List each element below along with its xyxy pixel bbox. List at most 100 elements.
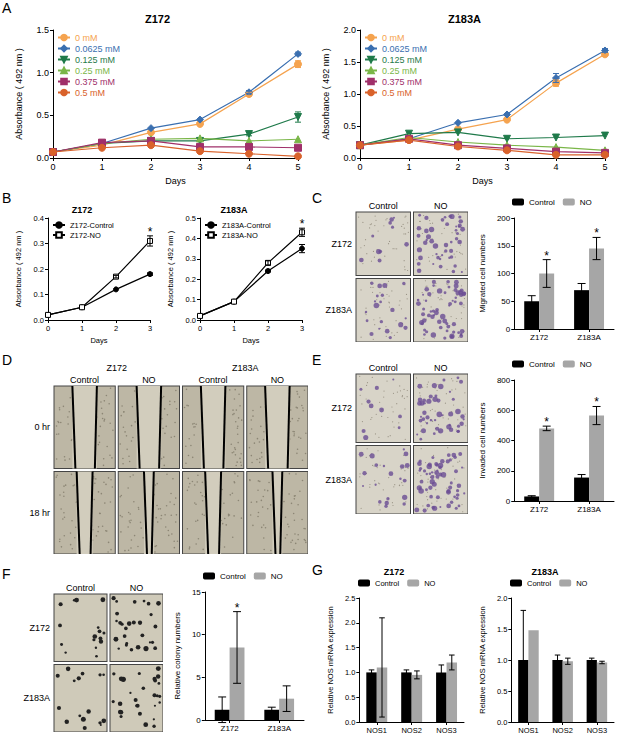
svg-text:Control: Control: [369, 363, 398, 373]
svg-text:NO: NO: [576, 579, 587, 588]
svg-text:150: 150: [497, 241, 511, 250]
svg-text:2: 2: [148, 162, 153, 172]
svg-text:Control: Control: [527, 579, 552, 588]
svg-text:200: 200: [497, 466, 511, 475]
svg-text:5: 5: [295, 162, 300, 172]
svg-text:0.25 mM: 0.25 mM: [382, 66, 417, 76]
svg-text:1: 1: [232, 324, 236, 333]
svg-text:*: *: [544, 415, 549, 429]
svg-text:Z172: Z172: [530, 505, 549, 514]
svg-text:0.0625 mM: 0.0625 mM: [75, 44, 120, 54]
svg-text:Z183A: Z183A: [220, 205, 248, 215]
svg-text:0.375 mM: 0.375 mM: [382, 77, 422, 87]
svg-text:400: 400: [497, 436, 511, 445]
svg-text:2: 2: [455, 162, 460, 172]
svg-text:2: 2: [266, 324, 270, 333]
svg-text:5: 5: [602, 162, 607, 172]
svg-text:*: *: [235, 601, 240, 615]
svg-text:NOS1: NOS1: [518, 726, 538, 735]
svg-text:1.0: 1.0: [343, 89, 356, 99]
svg-text:1.5: 1.5: [497, 625, 507, 634]
svg-text:NOS2: NOS2: [552, 726, 572, 735]
svg-text:NO: NO: [580, 198, 592, 207]
svg-text:15: 15: [192, 588, 201, 597]
svg-text:Z183A: Z183A: [577, 333, 601, 342]
svg-text:0.5 mM: 0.5 mM: [382, 88, 412, 98]
svg-text:0: 0: [198, 324, 202, 333]
svg-text:Z172: Z172: [331, 239, 352, 249]
svg-text:Z172: Z172: [145, 13, 170, 25]
svg-text:0.0: 0.0: [34, 316, 44, 325]
svg-text:Z172: Z172: [29, 623, 50, 633]
svg-text:NO: NO: [271, 572, 283, 581]
svg-text:Z183A: Z183A: [232, 363, 259, 373]
svg-text:NO: NO: [580, 360, 592, 369]
svg-text:10: 10: [192, 630, 201, 639]
svg-text:1.5: 1.5: [343, 57, 356, 67]
svg-text:0.4: 0.4: [34, 214, 44, 223]
svg-text:*: *: [544, 249, 549, 263]
svg-text:Days: Days: [472, 176, 493, 186]
svg-text:Control: Control: [529, 198, 555, 207]
svg-text:NO: NO: [434, 201, 448, 211]
svg-text:Z183A: Z183A: [577, 505, 601, 514]
svg-text:Z172: Z172: [220, 724, 239, 733]
svg-text:Control: Control: [70, 375, 99, 385]
svg-text:Z172: Z172: [106, 363, 127, 373]
svg-text:4: 4: [246, 162, 251, 172]
svg-text:0.5: 0.5: [186, 214, 196, 223]
svg-text:NOS1: NOS1: [367, 726, 387, 735]
svg-text:2.5: 2.5: [345, 594, 355, 603]
svg-text:Control: Control: [66, 583, 95, 593]
svg-text:Z183A: Z183A: [325, 305, 352, 315]
svg-text:Invaded cell numbers: Invaded cell numbers: [478, 402, 487, 478]
svg-text:5: 5: [196, 673, 201, 682]
svg-text:Relative colony numbers: Relative colony numbers: [173, 612, 182, 700]
svg-text:Z183A-Control: Z183A-Control: [222, 221, 271, 230]
svg-text:600: 600: [497, 406, 511, 415]
svg-text:0.125 mM: 0.125 mM: [382, 55, 422, 65]
svg-text:1.0: 1.0: [497, 656, 507, 665]
svg-text:*: *: [148, 225, 153, 239]
svg-text:200: 200: [497, 214, 511, 223]
svg-text:1: 1: [406, 162, 411, 172]
svg-text:NOS3: NOS3: [587, 726, 607, 735]
svg-text:2.0: 2.0: [343, 25, 356, 35]
svg-text:NOS3: NOS3: [436, 726, 456, 735]
svg-text:3: 3: [300, 324, 304, 333]
svg-text:0.5: 0.5: [345, 693, 355, 702]
svg-text:Migrated cell numbers: Migrated cell numbers: [478, 234, 487, 313]
svg-text:0.2: 0.2: [186, 275, 196, 284]
svg-text:0.125 mM: 0.125 mM: [75, 55, 115, 65]
svg-text:0: 0: [506, 497, 511, 506]
svg-text:0.25 mM: 0.25 mM: [75, 66, 110, 76]
svg-text:NOS2: NOS2: [401, 726, 421, 735]
svg-text:0.5: 0.5: [36, 110, 49, 120]
svg-text:Z183A-NO: Z183A-NO: [222, 231, 258, 240]
svg-text:1.5: 1.5: [36, 25, 49, 35]
svg-text:0.2: 0.2: [34, 265, 44, 274]
svg-text:Days: Days: [165, 176, 186, 186]
svg-text:1: 1: [99, 162, 104, 172]
svg-text:0.0: 0.0: [36, 153, 49, 163]
svg-text:NO: NO: [434, 363, 448, 373]
svg-text:0.375 mM: 0.375 mM: [75, 77, 115, 87]
svg-text:NO: NO: [142, 375, 156, 385]
svg-text:Z172: Z172: [530, 333, 549, 342]
svg-text:3: 3: [148, 324, 152, 333]
svg-text:Control: Control: [199, 375, 228, 385]
svg-text:0.4: 0.4: [186, 234, 196, 243]
svg-text:0: 0: [357, 162, 362, 172]
svg-text:0.0625 mM: 0.0625 mM: [382, 44, 427, 54]
svg-text:Z183A: Z183A: [23, 693, 50, 703]
svg-text:100: 100: [497, 269, 511, 278]
svg-text:0.0: 0.0: [343, 153, 356, 163]
svg-text:Z172: Z172: [72, 205, 93, 215]
svg-text:0.5 mM: 0.5 mM: [75, 88, 105, 98]
svg-text:Absorbance ( 492 nm ): Absorbance ( 492 nm ): [14, 230, 23, 307]
svg-text:Relative NOS mRNA expression: Relative NOS mRNA expression: [478, 606, 487, 714]
svg-text:Control: Control: [529, 360, 555, 369]
svg-text:0.5: 0.5: [343, 121, 356, 131]
svg-text:0: 0: [506, 325, 511, 334]
svg-text:0.1: 0.1: [186, 295, 196, 304]
